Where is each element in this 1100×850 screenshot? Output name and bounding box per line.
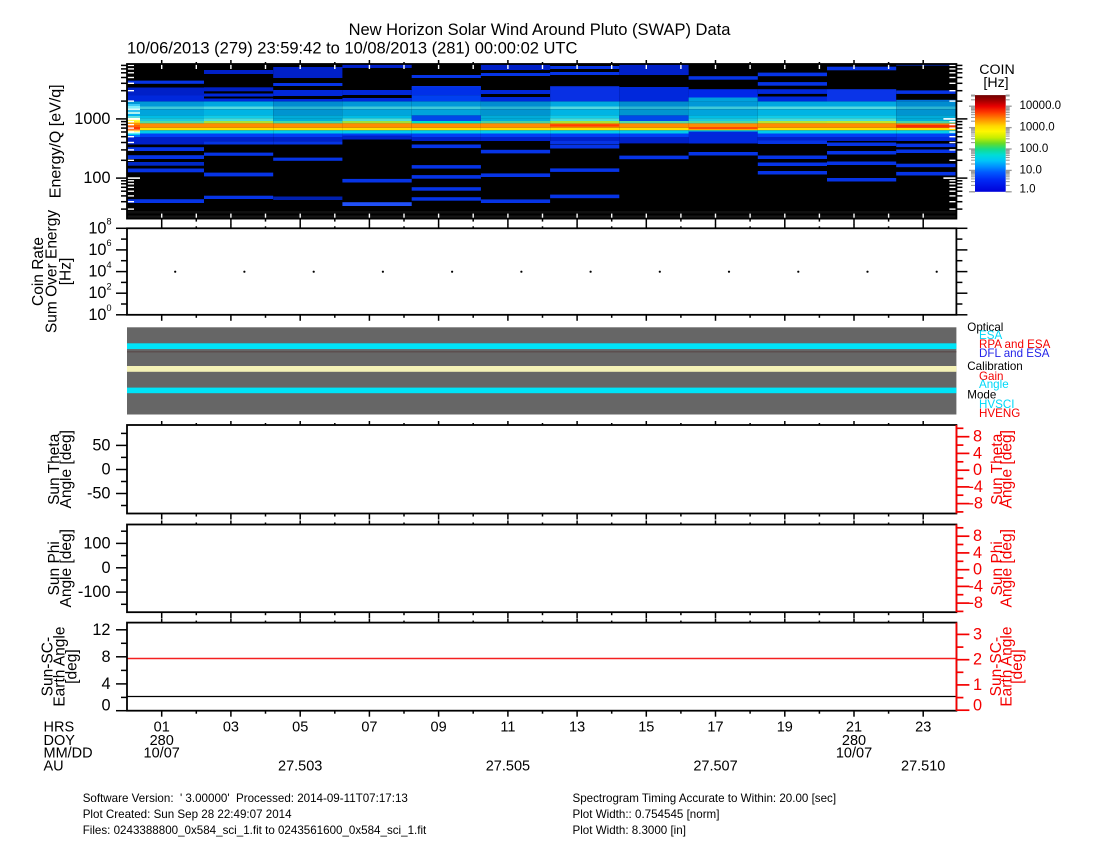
svg-text:09: 09 xyxy=(431,720,447,736)
svg-text:Plot Width: 8.3000 [in]: Plot Width: 8.3000 [in] xyxy=(573,824,686,837)
svg-text:0: 0 xyxy=(973,561,982,579)
svg-text:280: 280 xyxy=(842,733,866,749)
svg-text:[Hz]: [Hz] xyxy=(983,75,1008,91)
svg-text:Gain: Gain xyxy=(979,370,1004,383)
svg-text:[deg]: [deg] xyxy=(1009,649,1026,683)
svg-text:4: 4 xyxy=(973,444,982,462)
svg-text:Plot Created: Sun Sep 28 22:49: Plot Created: Sun Sep 28 22:49:07 2014 xyxy=(83,808,292,821)
svg-text:1000.0: 1000.0 xyxy=(1020,122,1055,134)
svg-text:1000: 1000 xyxy=(74,110,110,128)
svg-text:Sun Phi: Sun Phi xyxy=(46,541,63,595)
svg-text:Earth Angle: Earth Angle xyxy=(52,627,69,707)
svg-text:Coin Rate: Coin Rate xyxy=(30,237,47,306)
svg-text:21: 21 xyxy=(846,720,862,736)
svg-text:Energy/Q [eV/q]: Energy/Q [eV/q] xyxy=(48,84,65,198)
svg-text:10.0: 10.0 xyxy=(1020,164,1042,176)
svg-text:17: 17 xyxy=(707,720,723,736)
svg-text:-8: -8 xyxy=(969,594,983,612)
svg-text:2: 2 xyxy=(973,651,982,669)
svg-text:Angle [deg]: Angle [deg] xyxy=(999,529,1016,607)
svg-text:-4: -4 xyxy=(969,577,983,595)
svg-text:Sun Phi: Sun Phi xyxy=(989,541,1006,595)
svg-text:10/06/2013 (279) 23:59:42 to 1: 10/06/2013 (279) 23:59:42 to 10/08/2013 … xyxy=(127,39,577,57)
svg-text:Sun Theta: Sun Theta xyxy=(989,433,1006,505)
svg-text:280: 280 xyxy=(150,733,174,749)
svg-text:Angle: Angle xyxy=(979,378,1009,391)
svg-text:Angle [deg]: Angle [deg] xyxy=(999,430,1016,508)
svg-text:Sun Theta: Sun Theta xyxy=(46,433,63,505)
svg-text:Spectrogram Timing Accurate to: Spectrogram Timing Accurate to Within: 2… xyxy=(573,792,837,805)
svg-text:23: 23 xyxy=(915,720,931,736)
svg-text:New Horizon Solar Wind Around: New Horizon Solar Wind Around Pluto (SWA… xyxy=(349,21,732,39)
svg-text:104: 104 xyxy=(88,260,111,281)
svg-text:Earth Angle: Earth Angle xyxy=(999,627,1016,707)
svg-text:108: 108 xyxy=(88,217,111,238)
svg-text:10/07: 10/07 xyxy=(144,746,180,762)
svg-text:100: 100 xyxy=(83,534,110,552)
svg-text:Angle [deg]: Angle [deg] xyxy=(58,430,75,508)
svg-text:HRS: HRS xyxy=(44,720,75,736)
svg-text:Files: 0243388800_0x584_sci_1.: Files: 0243388800_0x584_sci_1.fit to 024… xyxy=(83,824,427,837)
svg-text:19: 19 xyxy=(777,720,793,736)
svg-text:8: 8 xyxy=(973,527,982,545)
svg-text:13: 13 xyxy=(569,720,585,736)
svg-text:Sun-SC-: Sun-SC- xyxy=(40,637,57,696)
svg-text:0: 0 xyxy=(973,461,982,479)
svg-text:COIN: COIN xyxy=(979,62,1014,78)
svg-text:0: 0 xyxy=(973,696,982,714)
svg-text:1: 1 xyxy=(973,676,982,694)
svg-text:Software Version: ' 3.00000': Software Version: ' 3.00000' Processed: … xyxy=(83,792,408,805)
svg-text:RPA and ESA: RPA and ESA xyxy=(979,338,1051,351)
svg-text:106: 106 xyxy=(88,238,111,259)
svg-text:-50: -50 xyxy=(87,485,111,503)
svg-text:-8: -8 xyxy=(969,495,983,513)
svg-text:HVENG: HVENG xyxy=(979,407,1020,420)
svg-text:8: 8 xyxy=(973,428,982,446)
svg-text:-100: -100 xyxy=(78,583,111,601)
svg-text:01: 01 xyxy=(154,720,170,736)
svg-text:27.507: 27.507 xyxy=(693,758,737,774)
svg-text:1.0: 1.0 xyxy=(1020,184,1036,196)
svg-text:12: 12 xyxy=(92,621,110,639)
svg-text:0: 0 xyxy=(101,559,110,577)
svg-text:11: 11 xyxy=(500,720,515,736)
svg-text:100: 100 xyxy=(83,169,110,187)
svg-text:27.505: 27.505 xyxy=(486,758,530,774)
svg-text:Optical: Optical xyxy=(967,321,1003,334)
svg-text:Plot Width:: 0.754545 [norm]: Plot Width:: 0.754545 [norm] xyxy=(573,808,720,821)
svg-text:DOY: DOY xyxy=(44,733,76,749)
svg-text:MM/DD: MM/DD xyxy=(44,746,93,762)
svg-text:Mode: Mode xyxy=(967,389,996,402)
svg-text:[deg]: [deg] xyxy=(64,649,81,683)
svg-text:Sum Over Energy: Sum Over Energy xyxy=(44,210,61,333)
svg-text:4: 4 xyxy=(973,544,982,562)
svg-text:10000.0: 10000.0 xyxy=(1020,100,1062,112)
svg-text:[Hz]: [Hz] xyxy=(58,258,75,286)
svg-text:Calibration: Calibration xyxy=(967,360,1022,373)
svg-text:Sun-SC-: Sun-SC- xyxy=(988,637,1005,696)
svg-text:102: 102 xyxy=(88,281,111,302)
svg-text:27.510: 27.510 xyxy=(901,758,945,774)
svg-text:DFL and ESA: DFL and ESA xyxy=(979,347,1050,360)
svg-text:27.503: 27.503 xyxy=(278,758,322,774)
svg-text:3: 3 xyxy=(973,625,982,643)
svg-text:100.0: 100.0 xyxy=(1020,143,1049,155)
svg-text:ESA: ESA xyxy=(979,329,1002,342)
svg-text:AU: AU xyxy=(44,758,64,774)
svg-text:03: 03 xyxy=(223,720,239,736)
svg-text:8: 8 xyxy=(101,648,110,666)
svg-text:0: 0 xyxy=(101,697,110,715)
svg-text:50: 50 xyxy=(92,436,110,454)
svg-text:HVSCI: HVSCI xyxy=(979,398,1014,411)
svg-text:0: 0 xyxy=(101,461,110,479)
svg-text:4: 4 xyxy=(101,675,110,693)
svg-text:05: 05 xyxy=(292,720,308,736)
svg-text:07: 07 xyxy=(361,720,377,736)
svg-text:15: 15 xyxy=(638,720,654,736)
svg-text:-4: -4 xyxy=(969,478,983,496)
svg-text:Angle [deg]: Angle [deg] xyxy=(58,529,75,607)
svg-text:10/07: 10/07 xyxy=(836,746,872,762)
svg-text:100: 100 xyxy=(88,303,111,324)
